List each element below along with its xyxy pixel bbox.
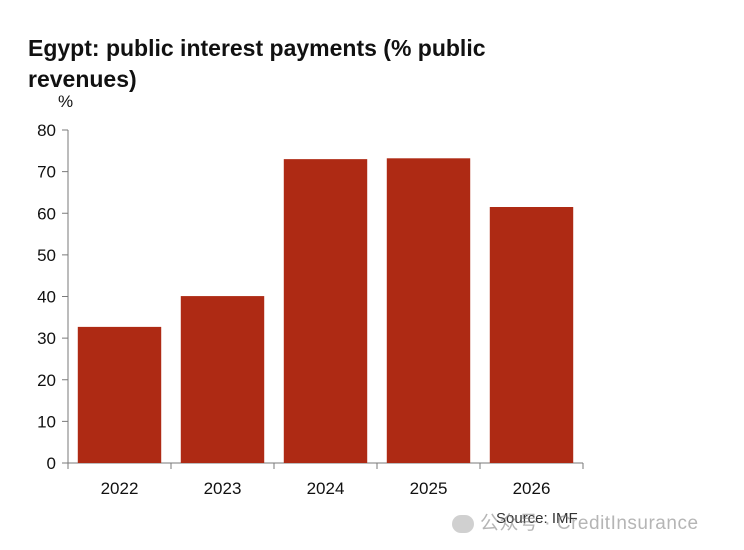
y-tick-label: 40 <box>37 288 56 307</box>
y-tick-label: 30 <box>37 329 56 348</box>
y-tick-label: 70 <box>37 163 56 182</box>
y-tick-label: 10 <box>37 412 56 431</box>
y-tick-label: 0 <box>47 454 56 473</box>
y-tick-label: 20 <box>37 371 56 390</box>
bars <box>77 158 574 463</box>
y-tick-label: 50 <box>37 246 56 265</box>
bar-2024 <box>283 159 368 463</box>
x-axis: 2022 2023 2024 2025 2026 <box>67 462 584 498</box>
x-tick-label: 2026 <box>513 479 551 498</box>
watermark: 公众号 · CreditInsurance <box>452 508 699 535</box>
bar-2022 <box>77 326 162 463</box>
x-tick-label: 2025 <box>410 479 448 498</box>
bar-2025 <box>386 158 471 463</box>
wechat-icon <box>452 514 474 533</box>
y-axis: 0 10 20 30 40 50 60 70 80 <box>37 121 69 473</box>
chart-title: Egypt: public interest payments (% publi… <box>28 35 486 92</box>
y-tick-label: 60 <box>37 204 56 223</box>
bar-2023 <box>180 296 265 463</box>
x-tick-label: 2023 <box>204 479 242 498</box>
x-tick-label: 2024 <box>307 479 345 498</box>
bar-2026 <box>489 207 574 463</box>
watermark-text: 公众号 · CreditInsurance <box>480 513 699 534</box>
source-note: Source: IMF <box>496 510 578 527</box>
y-axis-unit-label: % <box>58 92 73 111</box>
y-tick-label: 80 <box>37 121 56 140</box>
x-tick-label: 2022 <box>101 479 139 498</box>
